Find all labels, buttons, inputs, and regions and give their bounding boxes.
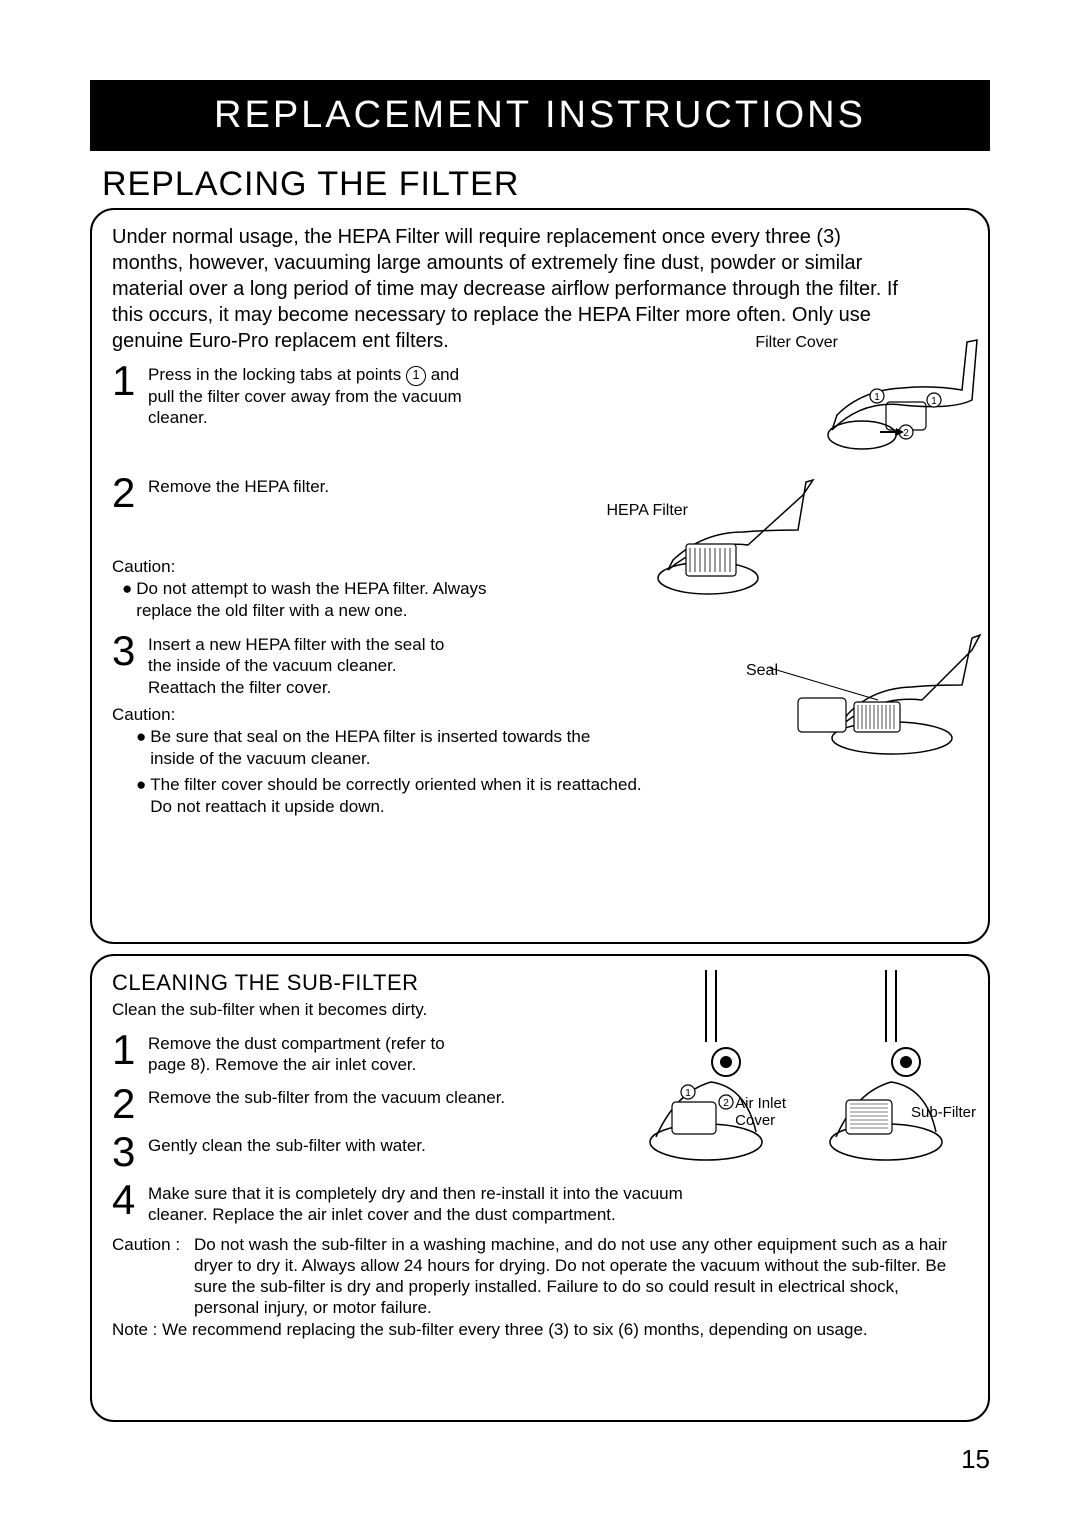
step-b4: 4 Make sure that it is completely dry an…: [112, 1181, 968, 1226]
circled-1-icon: 1: [406, 366, 426, 386]
step-a3-num: 3: [112, 632, 142, 670]
svg-text:2: 2: [723, 1098, 729, 1109]
step-b4-text: Make sure that it is completely dry and …: [148, 1181, 708, 1226]
step-b4-num: 4: [112, 1181, 142, 1219]
caution-a1-head: Caution:: [112, 556, 968, 578]
subtitle: REPLACING THE FILTER: [90, 161, 990, 208]
step-b2-text: Remove the sub-filter from the vacuum cl…: [148, 1085, 505, 1108]
caution-a1-b1: Do not attempt to wash the HEPA filter. …: [136, 578, 516, 622]
vacuum-illustration-4: 1 2: [636, 962, 976, 1182]
caution-a2-b2: The filter cover should be correctly ori…: [150, 774, 650, 818]
label-air-inlet: Air InletCover: [735, 1096, 786, 1129]
step-a2-text: Remove the HEPA filter.: [148, 474, 329, 497]
step-a3-text: Insert a new HEPA filter with the seal t…: [148, 632, 468, 698]
svg-text:1: 1: [685, 1088, 691, 1099]
panel-sub-filter: CLEANING THE SUB-FILTER Clean the sub-fi…: [90, 954, 990, 1422]
vacuum-illustration-2: [648, 460, 818, 600]
svg-text:1: 1: [874, 392, 880, 403]
step-b3-text: Gently clean the sub-filter with water.: [148, 1133, 426, 1156]
caution-b: Caution : Do not wash the sub-filter in …: [112, 1235, 968, 1318]
vacuum-illustration-3: [762, 610, 982, 760]
page-number: 15: [961, 1444, 990, 1475]
step-a2-num: 2: [112, 474, 142, 512]
svg-text:2: 2: [903, 428, 909, 439]
step-b1-text: Remove the dust compartment (refer to pa…: [148, 1031, 448, 1076]
step-a1-text: Press in the locking tabs at points 1 an…: [148, 362, 478, 428]
step-a2: 2 Remove the HEPA filter.: [112, 474, 968, 512]
svg-text:1: 1: [931, 396, 937, 407]
title-bar: REPLACEMENT INSTRUCTIONS: [90, 80, 990, 151]
step-b2-num: 2: [112, 1085, 142, 1123]
caution-a2-b1: Be sure that seal on the HEPA filter is …: [150, 726, 600, 770]
step-b1-num: 1: [112, 1031, 142, 1069]
note-b: Note : We recommend replacing the sub-fi…: [112, 1320, 968, 1341]
step-a1-num: 1: [112, 362, 142, 400]
panel-replacing-filter: Under normal usage, the HEPA Filter will…: [90, 208, 990, 944]
label-sub-filter: Sub-Filter: [911, 1104, 976, 1121]
vacuum-illustration-1: 1 1 2: [822, 330, 982, 460]
step-b3-num: 3: [112, 1133, 142, 1171]
